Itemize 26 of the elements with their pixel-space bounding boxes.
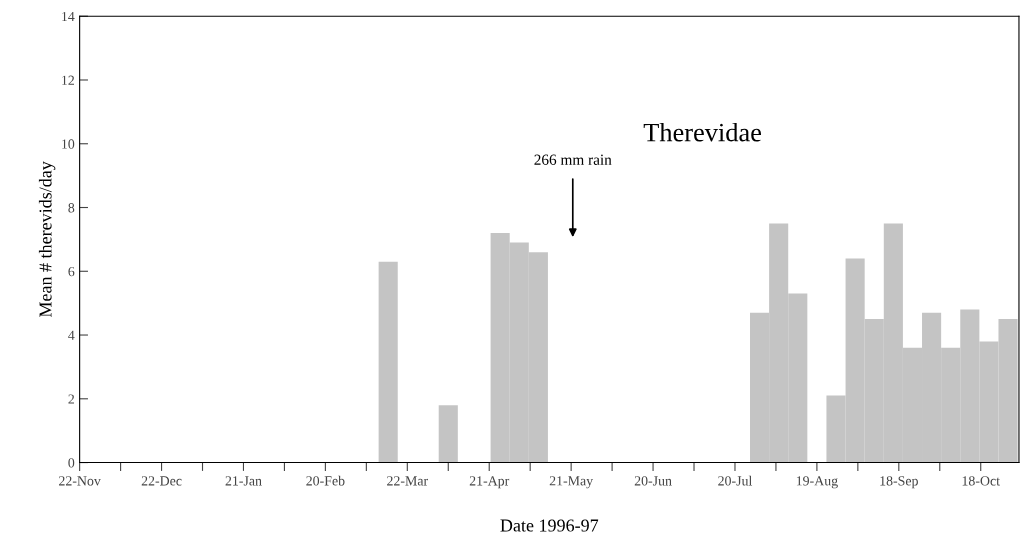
y-tick-label: 6 [68, 266, 75, 277]
y-tick-label: 4 [68, 330, 75, 340]
y-tick-label: 10 [62, 139, 75, 149]
x-tick-label: 22-Nov [59, 476, 101, 486]
x-tick-label: 20-Jun [634, 476, 672, 486]
x-tick-label: 18-Sep [880, 476, 918, 489]
x-tick-label: 19-Aug [796, 476, 838, 489]
y-tick-label: 2 [68, 394, 75, 404]
x-tick-label: 21-Jan [225, 476, 262, 486]
x-axis-title: Date 1996-97 [500, 519, 599, 532]
y-tick-label: 0 [68, 458, 75, 468]
x-tick-label: 22-Mar [387, 476, 429, 486]
x-tick-label: 18-Oct [962, 476, 1000, 486]
annotation: 266 mm rain [534, 154, 612, 165]
y-tick-label: 8 [68, 203, 75, 213]
y-tick-label: 12 [62, 75, 75, 85]
x-tick-label: 21-Apr [469, 476, 510, 489]
bar [378, 261, 398, 463]
x-tick-label: 20-Feb [306, 475, 345, 486]
y-tick-label: 14 [62, 11, 75, 22]
x-tick-label: 21-May [549, 476, 594, 489]
bar [438, 405, 458, 463]
y-axis-title: Mean # therevids/day [38, 161, 56, 318]
text: Therevidae [643, 122, 761, 142]
x-tick-label: 22-Dec [141, 476, 182, 486]
x-tick-label: 20-Jul [718, 475, 753, 486]
